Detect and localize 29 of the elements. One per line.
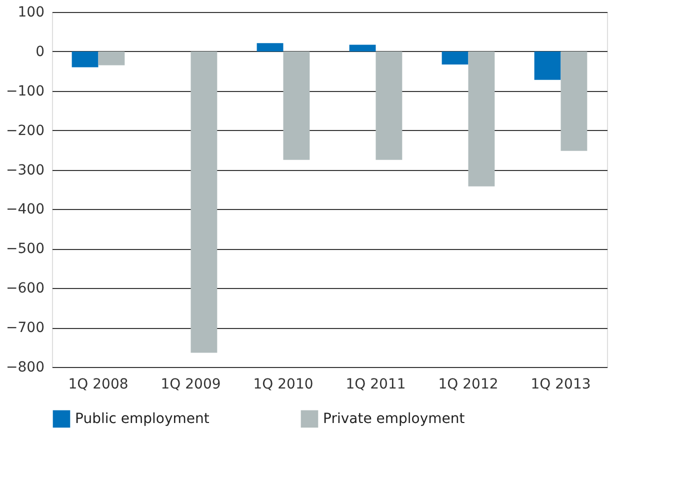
- x-tick-label: 1Q 2011: [346, 376, 406, 392]
- bar: [283, 51, 310, 160]
- x-tick-label: 1Q 2010: [253, 376, 314, 392]
- x-tick-label: 1Q 2013: [530, 376, 591, 392]
- y-tick-label: −700: [6, 320, 44, 336]
- x-tick-label: 1Q 2009: [160, 376, 221, 392]
- bar: [442, 51, 468, 64]
- y-tick-label: −400: [6, 202, 44, 218]
- bar: [468, 51, 495, 186]
- bar: [560, 51, 588, 151]
- bar: [376, 51, 402, 160]
- y-tick-label: −100: [6, 83, 44, 100]
- y-tick-label: −200: [6, 122, 44, 139]
- y-tick-label: −500: [6, 241, 44, 258]
- x-tick-label: 1Q 2012: [438, 376, 498, 392]
- bar: [349, 44, 376, 52]
- bar: [72, 51, 98, 68]
- y-tick-label: 0: [36, 44, 44, 60]
- y-tick-label: 100: [18, 4, 44, 20]
- legend-label: Public employment: [75, 410, 210, 427]
- bar: [190, 51, 218, 353]
- bar: [98, 51, 125, 66]
- bar: [534, 51, 561, 80]
- y-tick-label: −300: [6, 162, 44, 178]
- y-tick-label: −800: [6, 360, 44, 376]
- y-tick-label: −600: [6, 280, 44, 297]
- bar: [256, 43, 284, 52]
- x-tick-label: 1Q 2008: [68, 376, 128, 392]
- legend-label: Private employment: [323, 410, 466, 427]
